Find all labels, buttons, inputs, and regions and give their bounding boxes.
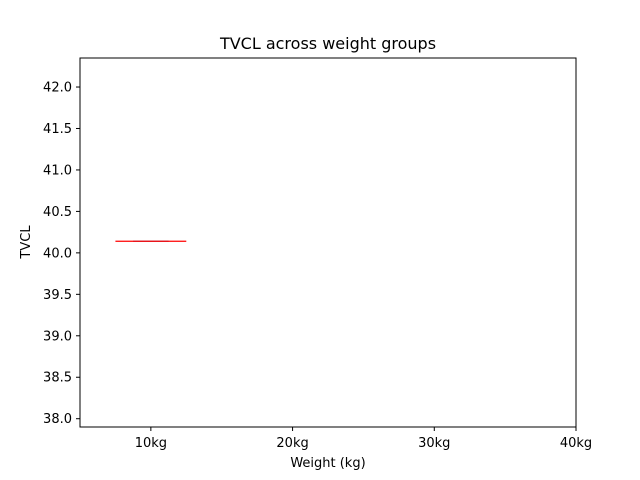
y-axis-ticks: 38.0 38.5 39.0 39.5 40.0 40.5 41.0 41.5 42.0 [43, 81, 80, 427]
y-tick-label: 38.5 [43, 371, 72, 386]
y-tick-label: 39.5 [43, 288, 72, 303]
y-tick-label: 40.5 [43, 205, 72, 220]
y-tick-label: 42.0 [43, 81, 72, 96]
y-tick-label: 39.0 [43, 329, 72, 344]
y-tick-label: 41.5 [43, 122, 72, 137]
x-tick-label: 10kg [135, 436, 167, 451]
plot-area-frame [79, 57, 577, 428]
x-tick-label: 40kg [560, 436, 592, 451]
x-axis-ticks: 10kg 20kg 30kg 40kg [135, 427, 592, 451]
x-tick-label: 30kg [418, 436, 450, 451]
y-axis-label: TVCL [19, 225, 34, 260]
chart-title: TVCL across weight groups [219, 34, 436, 53]
y-tick-label: 40.0 [43, 246, 72, 261]
x-axis-label: Weight (kg) [290, 456, 365, 471]
y-tick-label: 41.0 [43, 163, 72, 178]
x-tick-label: 20kg [276, 436, 308, 451]
y-tick-label: 38.0 [43, 412, 72, 427]
